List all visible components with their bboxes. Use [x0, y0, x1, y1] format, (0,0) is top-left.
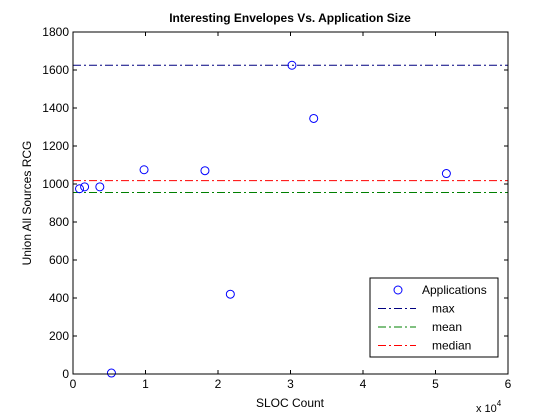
data-point [95, 182, 105, 192]
x-tick-label: 2 [215, 377, 222, 391]
legend-box [369, 277, 499, 358]
data-point [139, 165, 149, 175]
data-point [309, 113, 319, 123]
y-tick-label: 0 [62, 367, 69, 381]
data-points [75, 60, 451, 378]
legend-label-applications: Applications [422, 283, 487, 297]
y-tick-label: 600 [49, 253, 69, 267]
legend-label-median: median [432, 339, 471, 353]
x-multiplier-base: x 10 [476, 403, 497, 415]
x-tick-label: 4 [360, 377, 367, 391]
y-axis-label: Union All Sources RCG [20, 141, 34, 266]
legend: Applications max mean median [369, 277, 499, 358]
x-tick-label: 6 [505, 377, 512, 391]
y-tick-label: 800 [49, 215, 69, 229]
y-tick-label: 400 [49, 291, 69, 305]
x-tick-label: 0 [70, 377, 77, 391]
data-point [75, 184, 85, 194]
y-tick-label: 1800 [42, 25, 69, 39]
data-point [106, 368, 116, 378]
y-tick-label: 1000 [42, 177, 69, 191]
data-point [225, 289, 235, 299]
legend-label-mean: mean [432, 320, 462, 334]
x-axis-multiplier: x 104 [476, 399, 502, 415]
y-tick-label: 1400 [42, 101, 69, 115]
y-tick-label: 1200 [42, 139, 69, 153]
y-tick-label: 200 [49, 329, 69, 343]
data-point [441, 169, 451, 179]
legend-items: Applications max mean median [378, 283, 487, 353]
x-axis-ticks: 0 1 2 3 4 5 6 [70, 32, 512, 391]
data-point [80, 182, 90, 192]
data-point [200, 166, 210, 176]
x-multiplier-exponent: 4 [497, 399, 502, 408]
legend-marker-applications [393, 285, 403, 295]
chart-title: Interesting Envelopes Vs. Application Si… [169, 11, 411, 25]
data-point [287, 60, 297, 70]
x-tick-label: 5 [432, 377, 439, 391]
x-axis-label: SLOC Count [256, 396, 325, 410]
y-tick-label: 1600 [42, 63, 69, 77]
x-tick-label: 3 [287, 377, 294, 391]
legend-label-max: max [432, 302, 455, 316]
y-axis-ticks: 0 200 400 600 800 1000 1200 1400 1600 1800 [42, 25, 508, 381]
x-tick-label: 1 [142, 377, 149, 391]
